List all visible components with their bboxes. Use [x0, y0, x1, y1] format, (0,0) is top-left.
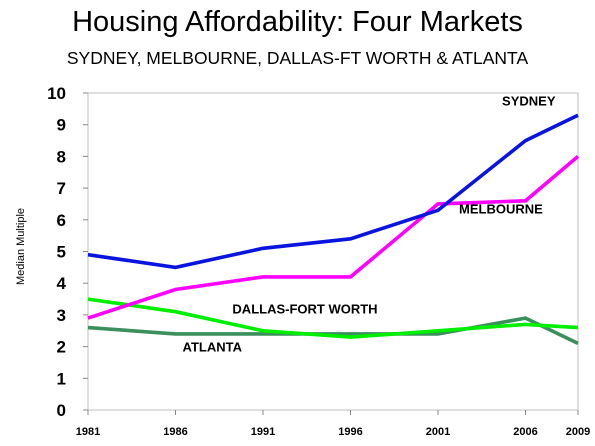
y-tick-label: 1: [57, 369, 66, 388]
series-line-dallas-fort-worth: [87, 297, 579, 339]
y-tick-label: 8: [57, 147, 66, 166]
y-tick-label: 10: [47, 84, 66, 103]
series-line-atlanta: [87, 316, 579, 346]
plot-frame: [87, 92, 579, 411]
y-tick-label: 0: [57, 401, 66, 420]
y-tick-label: 9: [57, 116, 66, 135]
y-tick-label: 6: [57, 211, 66, 230]
x-tick-label: 2009: [566, 426, 590, 438]
y-tick-label: 5: [57, 243, 66, 262]
y-tick-label: 2: [57, 338, 66, 357]
x-tick-label: 1981: [76, 426, 100, 438]
y-tick-label: 3: [57, 306, 66, 325]
y-tick-label: 4: [57, 274, 67, 293]
series-label: MELBOURNE: [459, 201, 543, 216]
x-tick-label: 1996: [338, 426, 362, 438]
x-tick-label: 2001: [426, 426, 450, 438]
series-line-melbourne: [87, 155, 580, 320]
series-label: ATLANTA: [183, 339, 243, 354]
y-tick-label: 7: [57, 179, 66, 198]
x-tick-label: 1986: [163, 426, 187, 438]
chart-title: Housing Affordability: Four Markets: [72, 6, 523, 38]
y-axis-label: Median Multiple: [15, 208, 27, 285]
series-label: DALLAS-FORT WORTH: [232, 301, 377, 316]
series-label: SYDNEY: [502, 94, 556, 109]
series-line-sydney: [87, 113, 579, 270]
x-tick-label: 1991: [251, 426, 275, 438]
x-tick-label: 2006: [513, 426, 537, 438]
chart-subtitle: SYDNEY, MELBOURNE, DALLAS-FT WORTH & ATL…: [66, 48, 529, 68]
